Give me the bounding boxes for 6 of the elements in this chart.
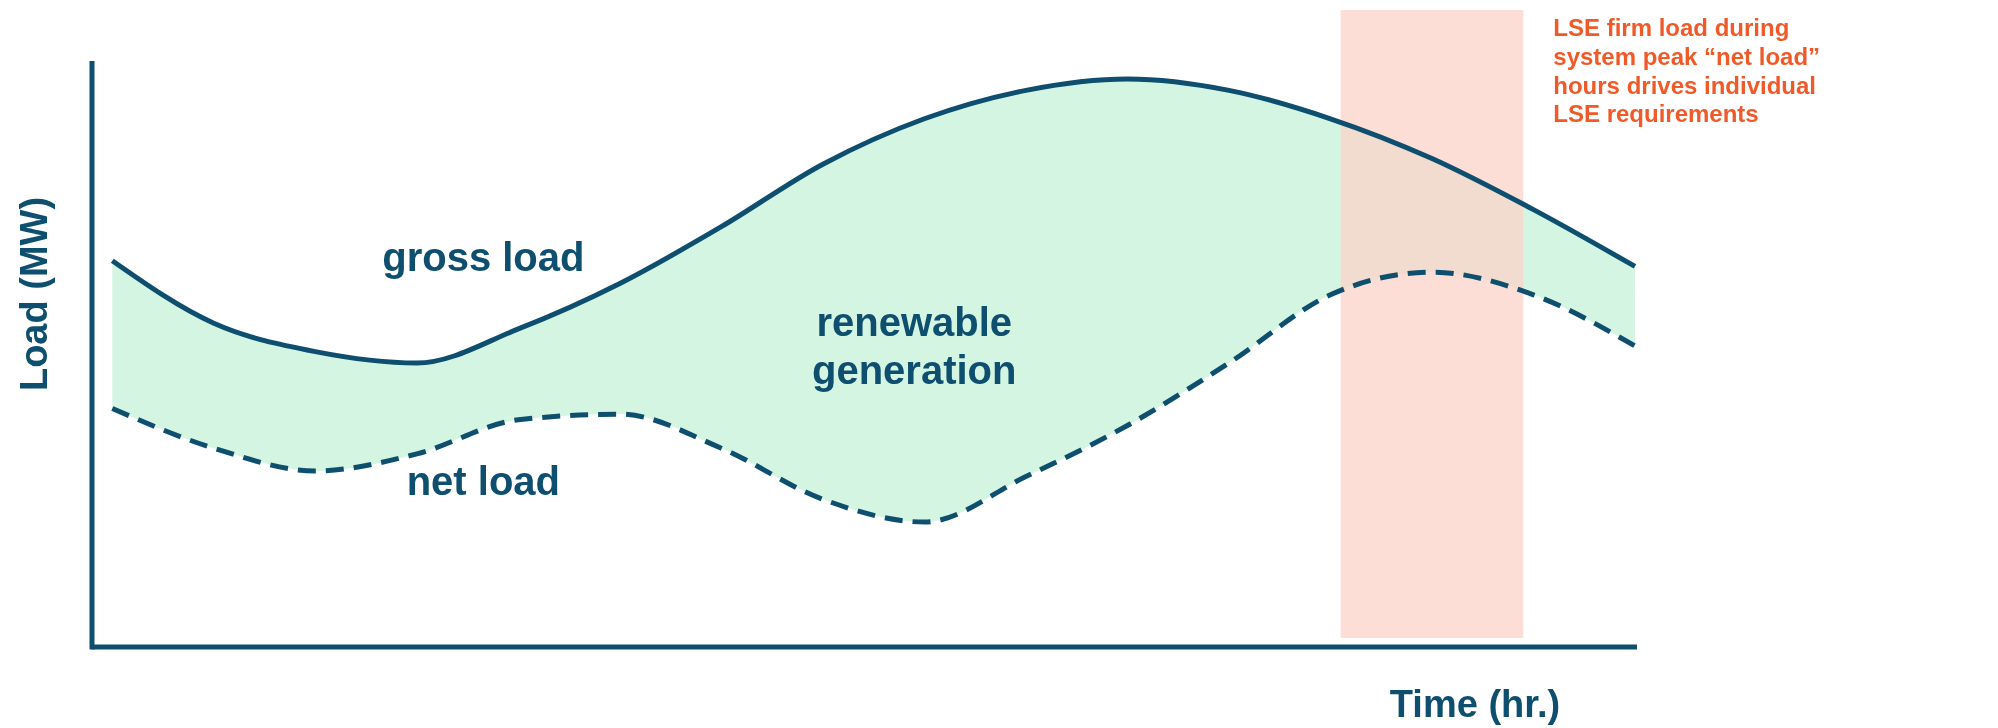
series-label: gross load xyxy=(382,234,585,279)
x-axis-title: Time (hr.) xyxy=(1389,683,1561,725)
annotation: LSE firm load during system peak “net load” hours drives individual LSE requirements xyxy=(1553,14,1821,128)
series-label: net load xyxy=(406,458,561,503)
y-axis-title: Load (MW) xyxy=(13,196,55,392)
annotation: renewable generation xyxy=(812,299,1017,392)
